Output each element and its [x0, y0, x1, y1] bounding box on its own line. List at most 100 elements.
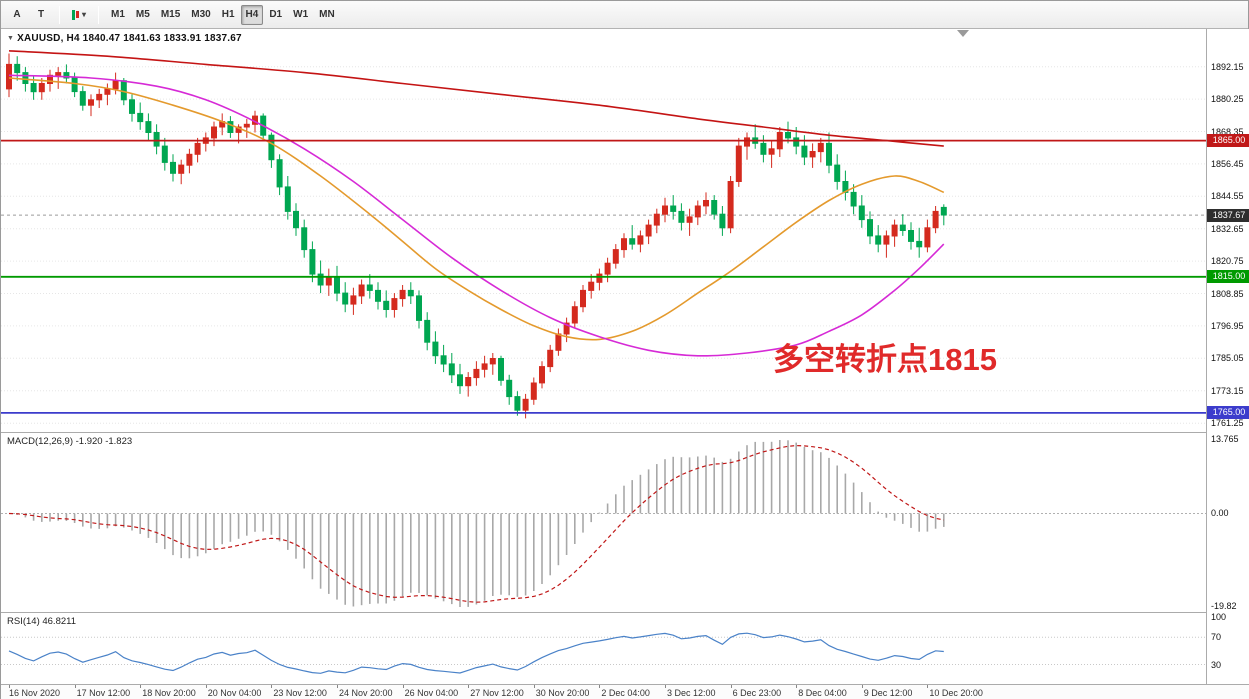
price-axis-label: 1785.05	[1211, 353, 1244, 364]
timeframe-button-d1[interactable]: D1	[269, 9, 283, 20]
candle-body	[834, 164, 841, 182]
macd-axis-label: -19.82	[1211, 601, 1237, 611]
candle-body	[768, 148, 775, 155]
level-badge-1765-00: 1765.00	[1207, 406, 1249, 420]
time-axis-label: 6 Dec 23:00	[732, 688, 782, 698]
candle-body	[47, 74, 53, 84]
candle-body	[38, 83, 45, 93]
time-axis-label: 20 Nov 04:00	[207, 688, 262, 698]
rsi-panel: RSI(14) 46.8211	[1, 612, 1206, 684]
candle-body	[407, 289, 414, 297]
rsi-label: RSI(14) 46.8211	[7, 616, 77, 627]
candle-body	[161, 145, 168, 163]
candle-body	[817, 142, 824, 153]
candle-body	[908, 230, 914, 242]
candle-body	[14, 63, 21, 74]
candle-body	[850, 191, 857, 207]
candle-body	[301, 227, 308, 251]
candle-body	[604, 262, 611, 275]
chart-style-button[interactable]: ▾	[67, 5, 91, 25]
macd-axis-label: 0.00	[1211, 507, 1229, 518]
timeframe-button-m5[interactable]: M5	[135, 9, 150, 20]
candle-body	[916, 240, 923, 248]
candle-body	[268, 134, 275, 161]
timeframe-button-m30[interactable]: M30	[191, 9, 211, 20]
candle-body	[678, 210, 685, 223]
price-chart-canvas[interactable]	[1, 29, 1206, 432]
time-axis-tick	[271, 685, 273, 688]
candle-body	[375, 289, 381, 302]
rsi-chart-canvas[interactable]	[1, 614, 1206, 685]
candlestick-chart-icon	[72, 9, 79, 20]
candle-body	[96, 93, 103, 101]
timeframe-button-m1[interactable]: M1	[111, 9, 125, 20]
candle-body	[563, 322, 570, 335]
candle-body	[317, 273, 324, 286]
candle-body	[399, 289, 406, 300]
macd-axis-label: 13.765	[1211, 434, 1239, 444]
arrow-tool-button[interactable]: A	[13, 9, 21, 20]
time-axis-label: 3 Dec 12:00	[667, 688, 716, 698]
time-axis-label: 26 Nov 04:00	[404, 688, 459, 698]
chart-shift-marker[interactable]	[957, 30, 969, 37]
time-axis-tick	[205, 685, 207, 688]
candle-body	[448, 363, 455, 376]
candle-body	[760, 142, 767, 155]
macd-chart-canvas[interactable]	[1, 434, 1206, 613]
candle-body	[481, 363, 488, 370]
time-axis-label: 18 Nov 20:00	[142, 688, 196, 698]
candle-body	[571, 306, 578, 324]
candle-body	[711, 200, 718, 215]
candle-body	[875, 235, 882, 245]
price-axis-label: 1844.55	[1211, 191, 1244, 202]
candle-body	[826, 142, 832, 166]
price-axis-label: 1832.65	[1211, 223, 1244, 234]
candle-body	[506, 379, 513, 398]
price-axis-label: 1773.15	[1211, 385, 1244, 396]
macd-signal-line	[8, 444, 944, 603]
timeframe-button-h4[interactable]: H4	[240, 4, 264, 25]
candle-body	[309, 249, 316, 275]
candle-body	[79, 91, 86, 106]
chart-title-text: XAUUSD, H4 1840.47 1841.63 1833.91 1837.…	[17, 33, 242, 44]
timeframe-button-m15[interactable]: M15	[160, 9, 181, 20]
candle-body	[522, 398, 529, 411]
candle-body	[227, 121, 234, 133]
candle-body	[793, 137, 800, 147]
timeframe-button-h1[interactable]: H1	[221, 9, 235, 20]
candle-body	[637, 235, 644, 245]
price-axis-label: 1820.75	[1211, 256, 1244, 267]
candle-body	[924, 227, 931, 248]
candle-body	[653, 213, 660, 226]
candle-body	[71, 77, 78, 93]
timeframe-button-mn[interactable]: MN	[319, 9, 335, 20]
candle-body	[694, 205, 701, 218]
toolbar: A T ▾ M1 M5 M15 M30 H1 H4 D1 W1 MN	[1, 1, 1248, 29]
toolbar-separator	[98, 5, 100, 24]
candle-body	[120, 80, 127, 101]
candle-body	[416, 295, 422, 321]
ma-fast-line	[8, 77, 945, 341]
candle-body	[243, 123, 250, 128]
candle-body	[55, 72, 62, 76]
time-axis-tick	[796, 685, 798, 688]
candle-body	[801, 145, 808, 158]
candle-body	[662, 205, 668, 215]
candle-body	[621, 238, 627, 251]
symbol-dropdown-icon[interactable]: ▼	[7, 35, 15, 42]
candle-body	[63, 72, 70, 79]
candle-body	[293, 210, 299, 229]
candle-body	[30, 83, 37, 93]
time-axis[interactable]: 16 Nov 2020 17 Nov 12:00 18 Nov 20:00 20 No…	[1, 684, 1249, 699]
time-axis-tick	[9, 685, 10, 688]
price-axis[interactable]: 1892.15 1880.25 1868.35 1856.45 1844.55 1832.…	[1206, 29, 1249, 684]
candle-body	[809, 151, 816, 158]
candle-body	[88, 99, 94, 106]
timeframe-button-w1[interactable]: W1	[293, 9, 309, 20]
candle-body	[612, 249, 619, 264]
time-axis-label: 16 Nov 2020	[9, 688, 61, 698]
candle-body	[22, 72, 29, 84]
candle-body	[530, 382, 537, 400]
time-axis-tick	[861, 685, 863, 688]
text-tool-button[interactable]: T	[37, 9, 45, 20]
